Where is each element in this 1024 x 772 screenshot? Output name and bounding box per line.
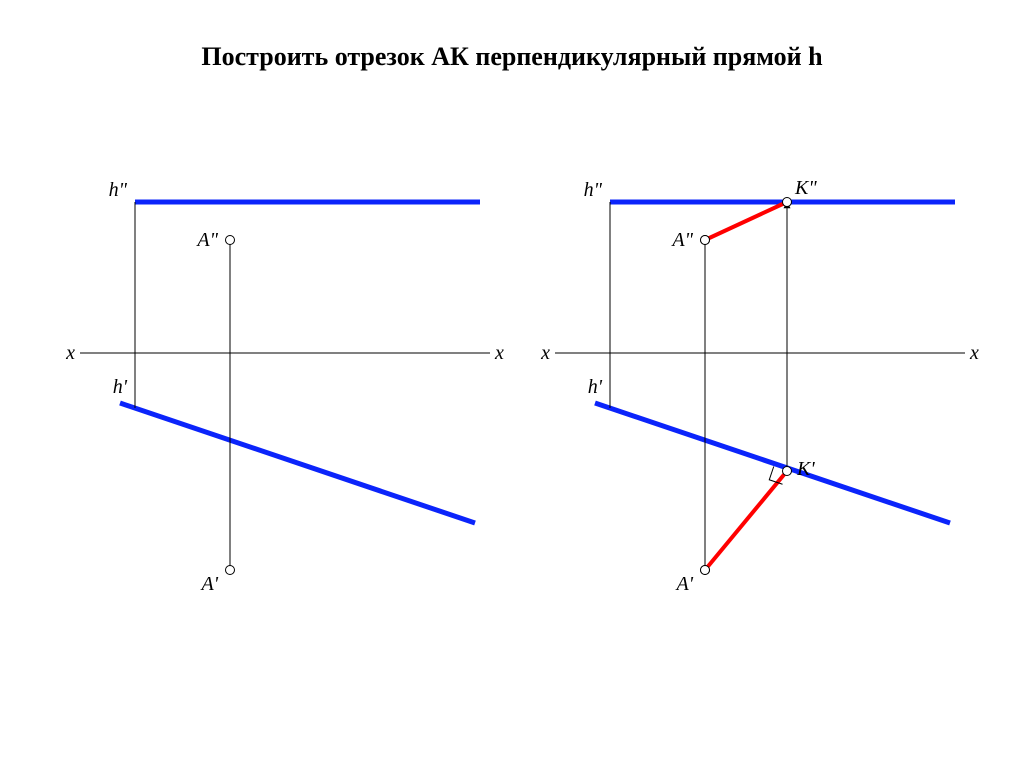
svg-text:A': A' (200, 573, 219, 595)
svg-text:A": A" (195, 229, 218, 251)
svg-text:K': K' (796, 458, 815, 480)
svg-text:A": A" (670, 229, 693, 251)
svg-text:h": h" (584, 179, 603, 201)
svg-text:h": h" (109, 179, 128, 201)
diagram-container: x x h" h' A" A' x x h" h' A" A' K' K" (0, 0, 1024, 772)
svg-text:x: x (969, 342, 979, 364)
svg-text:x: x (65, 342, 75, 364)
svg-text:h': h' (588, 376, 603, 398)
svg-text:K": K" (794, 177, 817, 199)
svg-text:x: x (540, 342, 550, 364)
svg-text:h': h' (113, 376, 128, 398)
svg-text:A': A' (675, 573, 694, 595)
svg-text:x: x (494, 342, 504, 364)
